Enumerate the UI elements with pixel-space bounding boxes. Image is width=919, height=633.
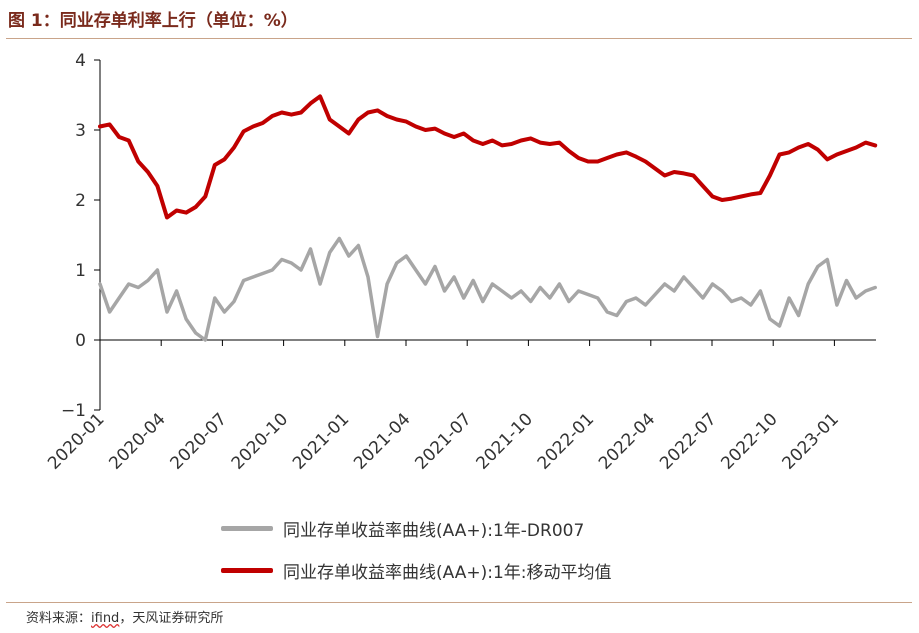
x-tick-label: 2020-04 bbox=[105, 409, 169, 473]
y-tick-label: 2 bbox=[75, 191, 86, 211]
x-tick-label: 2020-10 bbox=[228, 409, 292, 473]
x-tick-label: 2022-04 bbox=[595, 409, 659, 473]
legend-label-ma: 同业存单收益率曲线(AA+):1年:移动平均值 bbox=[283, 562, 612, 583]
x-tick-label: 2021-07 bbox=[411, 409, 475, 473]
x-tick-label: 2020-07 bbox=[167, 409, 231, 473]
line-chart: −1012342020-012020-042020-072020-102021-… bbox=[44, 51, 878, 474]
legend-swatch-red bbox=[221, 567, 273, 573]
x-tick-label: 2022-07 bbox=[656, 409, 720, 473]
series-line-moving-average bbox=[98, 94, 878, 220]
source-note: 资料来源：ifind，天风证券研究所 bbox=[26, 607, 223, 626]
x-tick-label: 2021-04 bbox=[350, 409, 414, 473]
legend-item-daily: 同业存单收益率曲线(AA+):1年-DR007 bbox=[221, 516, 585, 541]
y-tick-label: 4 bbox=[75, 51, 86, 71]
chart-legend: 同业存单收益率曲线(AA+):1年-DR007 同业存单收益率曲线(AA+):1… bbox=[221, 516, 741, 588]
source-suffix: ，天风证券研究所 bbox=[119, 611, 224, 626]
figure-title: 图 1：同业存单利率上行（单位：%） bbox=[8, 11, 298, 31]
x-tick-label: 2021-10 bbox=[473, 409, 537, 473]
y-tick-label: 0 bbox=[75, 331, 86, 351]
title-divider bbox=[6, 38, 912, 39]
legend-item-ma: 同业存单收益率曲线(AA+):1年:移动平均值 bbox=[221, 558, 612, 583]
y-tick-label: 3 bbox=[75, 121, 86, 141]
x-tick-label: 2021-01 bbox=[289, 409, 353, 473]
series-line-daily-spread bbox=[98, 236, 877, 342]
source-prefix: 资料来源： bbox=[26, 611, 92, 626]
legend-label-daily: 同业存单收益率曲线(AA+):1年-DR007 bbox=[283, 520, 585, 541]
y-tick-label: −1 bbox=[61, 401, 86, 421]
source-ifind: ifind bbox=[91, 611, 120, 626]
x-tick-label: 2022-01 bbox=[534, 409, 598, 473]
x-tick-label: 2022-10 bbox=[717, 409, 781, 473]
legend-swatch-gray bbox=[221, 525, 273, 531]
footer-divider bbox=[6, 602, 912, 603]
y-tick-label: 1 bbox=[75, 261, 86, 281]
x-tick-label: 2023-01 bbox=[779, 409, 843, 473]
